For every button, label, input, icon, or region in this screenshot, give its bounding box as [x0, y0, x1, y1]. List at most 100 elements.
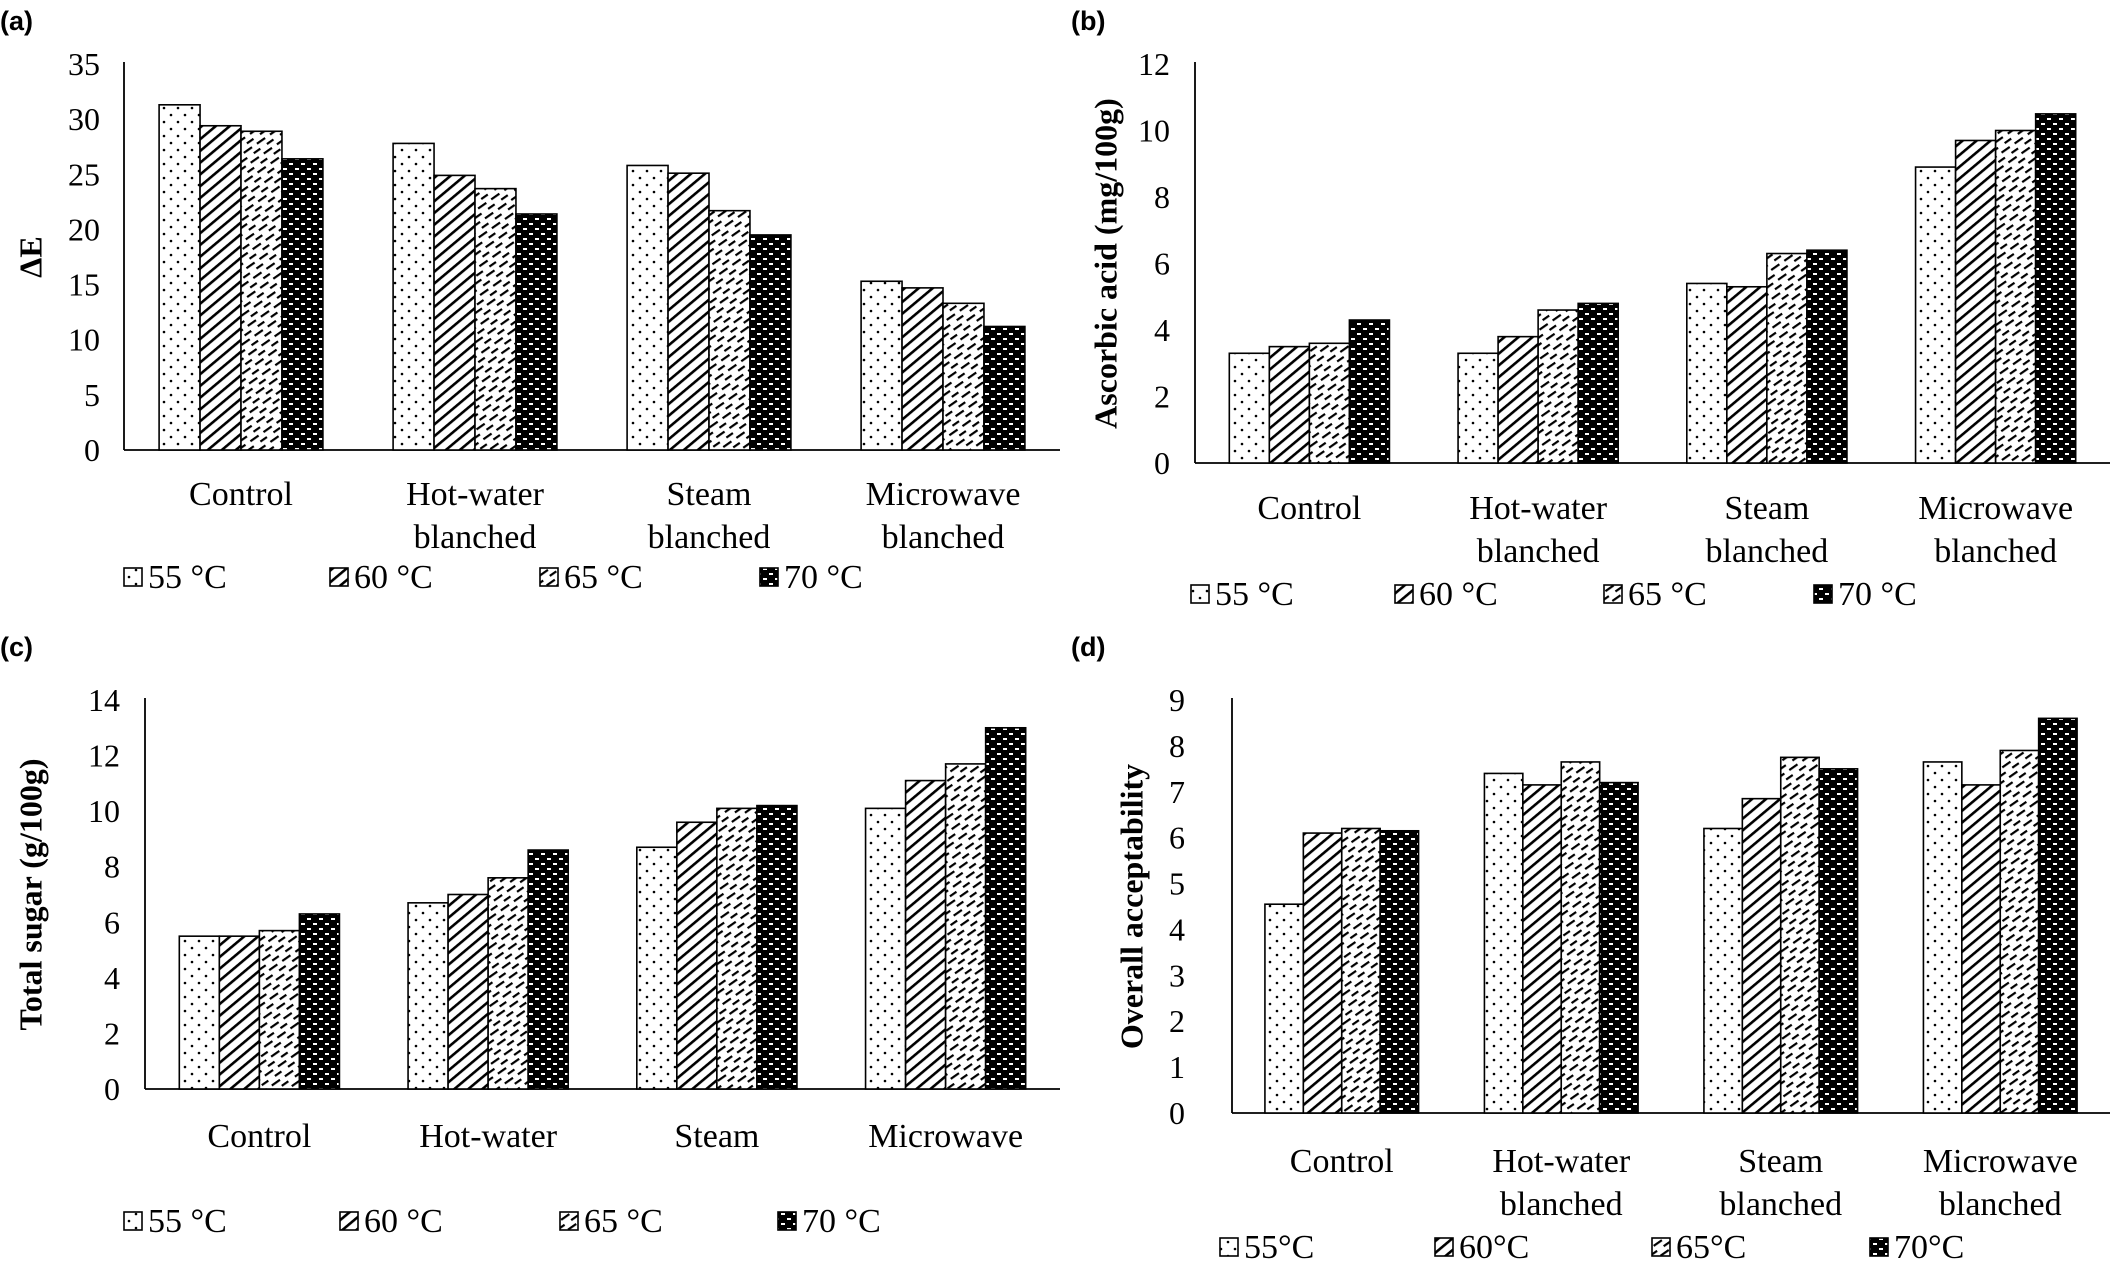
bar — [433, 174, 476, 451]
bar — [749, 234, 792, 451]
bar — [392, 142, 435, 451]
bar — [1954, 139, 1997, 464]
bar — [487, 877, 529, 1090]
category-label: Hot-water — [406, 476, 545, 513]
bar — [515, 213, 558, 451]
legend-swatch — [1434, 1237, 1454, 1257]
bar — [1537, 309, 1579, 464]
legend-label: 70 °C — [1838, 576, 1917, 613]
category-label: blanched — [1500, 1186, 1623, 1223]
legend-label: 60 °C — [364, 1203, 443, 1240]
legend-swatch — [539, 567, 559, 587]
legend-swatch — [759, 567, 779, 587]
legend-swatch — [339, 1211, 359, 1231]
legend-label: 55 °C — [148, 559, 227, 596]
y-tick-label: 8 — [1169, 728, 1185, 764]
category-label: blanched — [1939, 1186, 2062, 1223]
legend-label: 65 °C — [564, 559, 643, 596]
bar — [983, 325, 1026, 451]
bar — [281, 158, 324, 451]
bar — [1806, 249, 1848, 464]
bar — [1483, 772, 1524, 1114]
legend-swatch — [1394, 584, 1414, 604]
bar — [1348, 319, 1391, 464]
legend-swatch — [559, 1211, 579, 1231]
category-label: Steam — [674, 1118, 759, 1155]
bar — [258, 929, 301, 1090]
legend-swatch — [1219, 1237, 1239, 1257]
bar — [2037, 717, 2078, 1114]
panel-letter: (d) — [1071, 632, 1105, 662]
bar — [1961, 784, 2002, 1114]
category-label: Microwave — [868, 1118, 1023, 1155]
legend-swatch — [1869, 1237, 1889, 1257]
y-tick-label: 6 — [104, 904, 120, 940]
bar — [199, 124, 242, 451]
y-axis-label: ΔE — [12, 236, 48, 277]
legend-label: 70 °C — [784, 559, 863, 596]
category-label: Microwave — [1923, 1143, 2078, 1180]
bar — [2034, 113, 2077, 464]
bar — [158, 104, 201, 451]
bar — [901, 287, 944, 451]
bar — [1598, 781, 1639, 1114]
legend-swatch — [329, 567, 349, 587]
legend-swatch — [777, 1211, 797, 1231]
legend-label: 55°C — [1244, 1229, 1314, 1266]
legend-label: 55 °C — [1215, 576, 1294, 613]
y-tick-label: 0 — [1154, 445, 1170, 481]
legend-label: 65 °C — [584, 1203, 663, 1240]
bar — [407, 902, 449, 1090]
bar — [1686, 282, 1728, 464]
y-tick-label: 8 — [104, 849, 120, 885]
bar — [1999, 749, 2040, 1114]
bar — [1818, 768, 1859, 1114]
legend-swatch — [123, 567, 143, 587]
panel-d: (d) Overall acceptability 0 1 2 3 4 5 6 7 8 9 Contro… — [1071, 632, 2110, 1266]
y-tick-label: 1 — [1169, 1049, 1185, 1085]
bar — [1268, 345, 1311, 464]
y-tick-label: 0 — [84, 432, 100, 468]
y-tick-label: 4 — [104, 960, 120, 996]
bar — [1560, 761, 1601, 1114]
bar — [984, 726, 1027, 1090]
panel-a: (a) ΔE 0 5 10 15 20 25 30 35 Control Hot-water blanc… — [0, 6, 1060, 596]
bar — [708, 209, 751, 451]
legend-label: 55 °C — [148, 1203, 227, 1240]
bar — [636, 846, 678, 1090]
legend-swatch — [123, 1211, 143, 1231]
bar — [1914, 166, 1957, 464]
category-label: blanched — [1719, 1186, 1842, 1223]
category-label: blanched — [882, 519, 1005, 556]
bar — [1379, 829, 1420, 1114]
y-tick-label: 8 — [1154, 179, 1170, 215]
y-axis-label: Total sugar (g/100g) — [12, 758, 48, 1030]
legend-label: 60 °C — [354, 559, 433, 596]
category-label: blanched — [1477, 533, 1600, 570]
category-label: blanched — [1934, 533, 2057, 570]
legend-label: 60 °C — [1419, 576, 1498, 613]
legend-swatch — [1603, 584, 1623, 604]
y-tick-label: 9 — [1169, 682, 1185, 718]
legend-label: 65°C — [1676, 1229, 1746, 1266]
category-label: Microwave — [1918, 490, 2073, 527]
bar — [1766, 252, 1808, 464]
bar — [1497, 335, 1539, 464]
category-label: Control — [1257, 490, 1361, 527]
bar — [1577, 302, 1619, 464]
category-label: Steam — [667, 476, 752, 513]
legend-label: 60°C — [1459, 1229, 1529, 1266]
y-tick-label: 20 — [68, 211, 100, 247]
bar — [527, 849, 569, 1090]
bar — [1302, 832, 1343, 1114]
bar — [298, 913, 341, 1090]
y-tick-label: 3 — [1169, 957, 1185, 993]
category-label: Hot-water — [1492, 1143, 1631, 1180]
y-tick-label: 10 — [68, 322, 100, 358]
bar — [447, 893, 489, 1090]
legend-swatch — [1813, 584, 1833, 604]
legend-label: 65 °C — [1628, 576, 1707, 613]
y-tick-label: 4 — [1169, 911, 1185, 947]
y-tick-label: 25 — [68, 156, 100, 192]
